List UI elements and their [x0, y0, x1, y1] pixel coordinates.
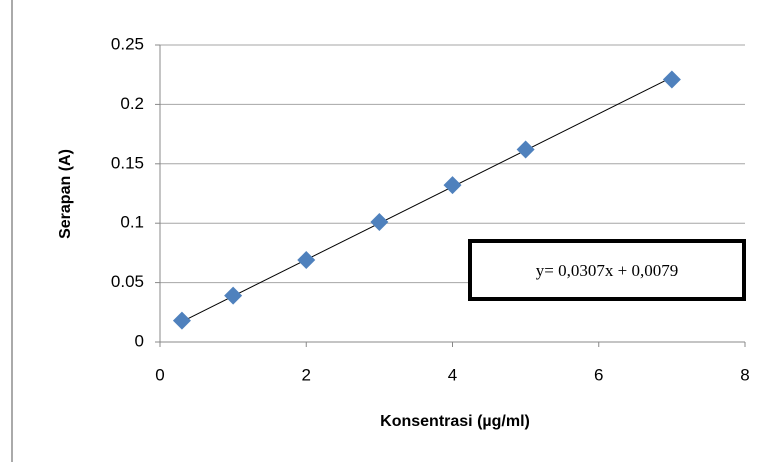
point — [662, 70, 681, 89]
x-tick-label: 4 — [448, 365, 457, 384]
y-tick-label: 0.15 — [111, 153, 144, 172]
point — [224, 286, 243, 305]
y-tick-label: 0.05 — [111, 272, 144, 291]
equation-box — [468, 239, 746, 301]
x-tick-label: 8 — [740, 365, 749, 384]
y-tick-label: 0 — [135, 331, 144, 350]
y-axis-title: Serapan (A) — [57, 149, 74, 239]
trendline — [181, 76, 673, 323]
point — [172, 311, 191, 330]
x-tick-label: 2 — [302, 365, 311, 384]
x-tick-label: 6 — [594, 365, 603, 384]
y-tick-label: 0.2 — [120, 94, 144, 113]
y-tick-label: 0.25 — [111, 34, 144, 53]
equation: y= 0,0307x + 0,0079 — [536, 261, 678, 280]
x-tick-label: 0 — [155, 365, 164, 384]
x-axis-title: Konsentrasi (µg/ml) — [380, 413, 530, 430]
point — [370, 213, 389, 232]
point — [297, 251, 316, 270]
y-tick-label: 0.1 — [120, 213, 144, 232]
point — [443, 176, 462, 195]
point — [516, 140, 535, 159]
